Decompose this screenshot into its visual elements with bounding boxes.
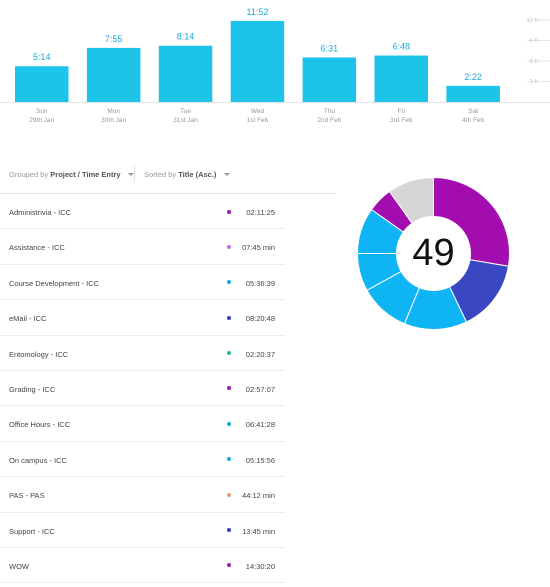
group-by-value: Project / Time Entry <box>50 170 121 179</box>
project-color-dot-icon <box>227 315 231 320</box>
project-color-dot-icon <box>227 280 231 285</box>
x-tick-date: 29th Jan <box>29 117 54 124</box>
x-tick-date: 1st Feb <box>247 117 269 124</box>
table-row[interactable]: PAS - PAS 44:12 min <box>0 477 285 513</box>
bar[interactable] <box>446 85 500 102</box>
table-row[interactable]: eMail - ICC 08:20:48 <box>0 300 285 336</box>
x-tick-day: Tue <box>180 108 191 115</box>
group-by-dropdown[interactable]: Grouped by Project / Time Entry <box>9 170 134 179</box>
bar-value-label: 5:14 <box>33 52 51 62</box>
bar[interactable] <box>15 66 69 102</box>
x-tick-date: 3rd Feb <box>390 117 413 124</box>
entry-duration: 13:45 min <box>242 526 275 536</box>
donut-segment[interactable] <box>358 253 402 291</box>
sort-by-dropdown[interactable]: Sorted by Title (Asc.) <box>144 170 230 179</box>
table-row[interactable]: Grading - ICC 02:57:07 <box>0 371 285 407</box>
entry-duration: 14:30:20 <box>245 561 275 571</box>
entry-title: Support - ICC <box>9 526 55 536</box>
entry-duration: 02:20:37 <box>245 349 275 359</box>
group-by-prefix: Grouped by <box>9 170 49 179</box>
table-row[interactable]: Administrivia - ICC 02:11:25 <box>0 194 285 230</box>
list-toolbar: Grouped by Project / Time Entry Sorted b… <box>0 162 335 186</box>
entry-duration: 02:11:25 <box>246 208 275 217</box>
entry-duration: 08:20:48 <box>245 314 275 324</box>
table-row[interactable]: On campus - ICC 05:15:56 <box>0 442 285 478</box>
project-color-dot-icon <box>227 244 231 249</box>
project-donut-chart: 49 <box>358 176 510 330</box>
project-color-dot-icon <box>227 386 231 391</box>
y-tick-label: 12 h <box>526 18 538 24</box>
donut-segment[interactable] <box>433 176 510 267</box>
x-tick-day: Wed <box>251 108 265 115</box>
sort-by-value: Title (Asc.) <box>178 170 217 179</box>
entry-count: 49 <box>412 232 454 274</box>
bar-value-label: 7:55 <box>105 34 123 44</box>
bar-value-label: 6:48 <box>392 42 410 52</box>
table-row[interactable]: WOW 14:30:20 <box>0 548 285 584</box>
entry-title: PAS - PAS <box>9 491 45 501</box>
toolbar-divider <box>134 166 135 182</box>
x-tick-day: Sat <box>468 108 478 115</box>
table-row[interactable]: Support - ICC 13:45 min <box>0 513 285 548</box>
y-tick-label: 9 h <box>530 39 538 45</box>
entry-title: Administrivia - ICC <box>9 208 72 217</box>
x-tick-date: 4th Feb <box>462 117 484 124</box>
project-color-dot-icon <box>227 528 231 533</box>
entry-title: Entomology - ICC <box>9 349 69 359</box>
table-row[interactable]: Office Hours - ICC 06:41:28 <box>0 406 285 442</box>
project-color-dot-icon <box>227 209 231 214</box>
x-tick-day: Mon <box>107 108 120 115</box>
project-color-dot-icon <box>227 421 231 426</box>
bar-value-label: 11:52 <box>247 7 269 17</box>
x-tick-day: Thu <box>324 108 336 115</box>
project-color-dot-icon <box>227 457 231 462</box>
table-row[interactable]: Course Development - ICC 05:36:39 <box>0 265 285 301</box>
entry-title: Office Hours - ICC <box>9 420 71 430</box>
x-tick-day: Fri <box>397 108 405 115</box>
entry-title: eMail - ICC <box>9 314 47 324</box>
toolbar-bottom-divider <box>0 193 335 194</box>
donut-segment[interactable] <box>388 176 434 225</box>
chevron-down-icon <box>223 172 230 176</box>
bar[interactable] <box>374 55 429 102</box>
entry-duration: 44:12 min <box>242 491 275 501</box>
table-row[interactable]: Assistance - ICC 07:45 min <box>0 229 285 265</box>
x-tick-date: 31st Jan <box>173 117 198 124</box>
project-color-dot-icon <box>227 563 231 568</box>
chevron-down-icon <box>127 172 134 176</box>
bar[interactable] <box>302 57 357 102</box>
sort-by-prefix: Sorted by <box>144 170 177 179</box>
bar-value-label: 2:22 <box>464 72 482 82</box>
table-row[interactable]: Entomology - ICC 02:20:37 <box>0 336 285 371</box>
bar[interactable] <box>86 47 141 102</box>
entry-duration: 07:45 min <box>242 243 275 253</box>
x-tick-date: 30th Jan <box>101 117 126 124</box>
y-tick-label: 6 h <box>530 59 538 65</box>
project-color-dot-icon <box>227 492 231 497</box>
time-entry-list: Administrivia - ICC 02:11:25 Assistance - … <box>0 194 285 584</box>
x-tick-day: Sun <box>36 108 48 115</box>
entry-title: Assistance - ICC <box>9 243 65 253</box>
entry-duration: 05:36:39 <box>245 278 275 288</box>
entry-title: Course Development - ICC <box>9 278 100 288</box>
entry-title: Grading - ICC <box>9 384 56 394</box>
y-tick-label: 3 h <box>530 80 538 86</box>
project-color-dot-icon <box>227 351 231 356</box>
bar-value-label: 6:31 <box>321 43 339 53</box>
entry-duration: 06:41:28 <box>245 420 275 430</box>
bar-value-label: 8:14 <box>177 32 195 42</box>
daily-hours-bar-chart: 12 h 9 h 6 h 3 h 5:14 Sun 29th Jan 7:55 Mon 30th… <box>0 7 550 124</box>
entry-duration: 05:15:56 <box>245 455 275 465</box>
bar[interactable] <box>158 45 213 102</box>
entry-title: On campus - ICC <box>9 455 67 465</box>
entry-duration: 02:57:07 <box>245 384 275 394</box>
entry-title: WOW <box>9 561 29 571</box>
bar[interactable] <box>230 20 285 103</box>
x-tick-date: 2nd Feb <box>317 117 341 124</box>
